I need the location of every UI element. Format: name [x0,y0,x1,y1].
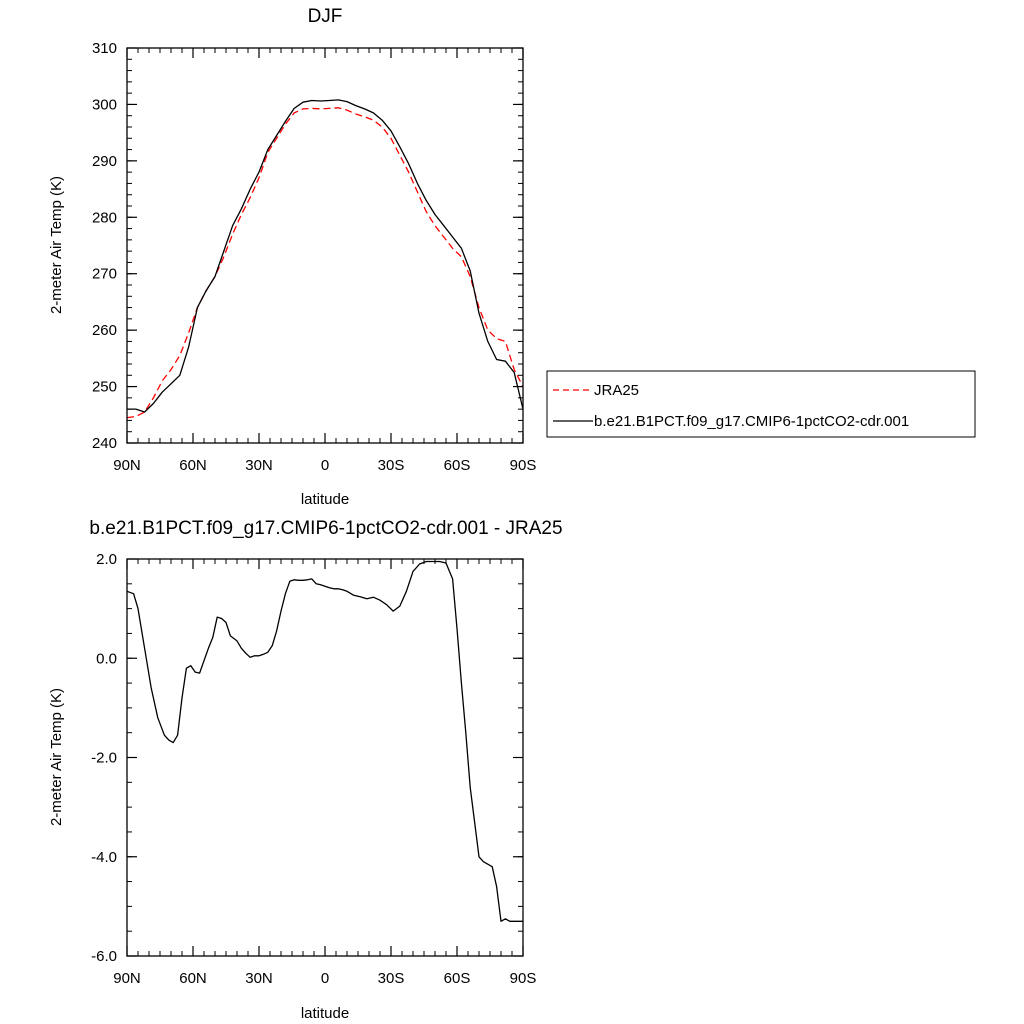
bottom-plot-ticks: 90N 60N 30N 0 30S 60S 90S -6.0 -4.0 -2.0 0.0 2.0 [91,551,536,987]
bottom-x-tick-label: 60N [179,970,207,987]
top-y-tick-label: 270 [92,266,117,283]
top-x-tick-label: 60S [444,457,471,474]
bottom-plot-series [126,560,523,922]
bottom-plot-ylabel: 2-meter Air Temp (K) [48,688,65,826]
top-x-tick-label: 0 [321,457,329,474]
bottom-difference-plot: b.e21.B1PCT.f09_g17.CMIP6-1pctCO2-cdr.00… [48,518,563,1022]
top-temperature-plot: DJF 90N 60N 30N 0 30S 60S 90S 240 250 260 270 280 29… [48,6,536,508]
bottom-x-tick-label: 30S [378,970,405,987]
top-series-line-1 [127,99,524,413]
top-x-tick-label: 90S [510,457,537,474]
bottom-x-tick-label: 60S [444,970,471,987]
legend-label-jra25: JRA25 [594,382,639,399]
bottom-plot-title: b.e21.B1PCT.f09_g17.CMIP6-1pctCO2-cdr.00… [89,518,562,539]
bottom-x-tick-label: 0 [321,970,329,987]
bottom-series-line-0 [126,560,523,922]
top-series-line-0 [126,107,524,419]
bottom-y-tick-label: 0.0 [96,650,117,667]
top-plot-title: DJF [308,6,343,27]
top-plot-legend: JRA25 b.e21.B1PCT.f09_g17.CMIP6-1pctCO2-… [546,370,976,438]
top-x-tick-label: 30S [378,457,405,474]
top-plot-series [126,99,524,419]
bottom-y-tick-label: -6.0 [91,948,117,965]
bottom-y-tick-label: 2.0 [96,551,117,568]
top-plot-ylabel: 2-meter Air Temp (K) [48,176,65,314]
top-y-tick-label: 290 [92,153,117,170]
top-plot-xlabel: latitude [301,491,349,508]
top-y-tick-label: 310 [92,40,117,57]
bottom-x-tick-label: 30N [245,970,273,987]
top-plot-frame [126,47,524,444]
bottom-plot-frame [126,558,524,957]
top-y-tick-label: 250 [92,379,117,396]
top-x-tick-label: 60N [179,457,207,474]
legend-box [546,370,976,438]
top-x-tick-label: 90N [113,457,141,474]
top-plot-ticks: 90N 60N 30N 0 30S 60S 90S 240 250 260 270 280 290 300… [92,40,536,474]
bottom-x-tick-label: 90S [510,970,537,987]
bottom-y-tick-label: -2.0 [91,750,117,767]
legend-label-model: b.e21.B1PCT.f09_g17.CMIP6-1pctCO2-cdr.00… [594,413,909,430]
bottom-x-tick-label: 90N [113,970,141,987]
bottom-y-tick-label: -4.0 [91,849,117,866]
bottom-plot-xlabel: latitude [301,1005,349,1022]
top-y-tick-label: 280 [92,209,117,226]
top-y-tick-label: 260 [92,322,117,339]
top-x-tick-label: 30N [245,457,273,474]
top-y-tick-label: 300 [92,96,117,113]
top-y-tick-label: 240 [92,435,117,452]
